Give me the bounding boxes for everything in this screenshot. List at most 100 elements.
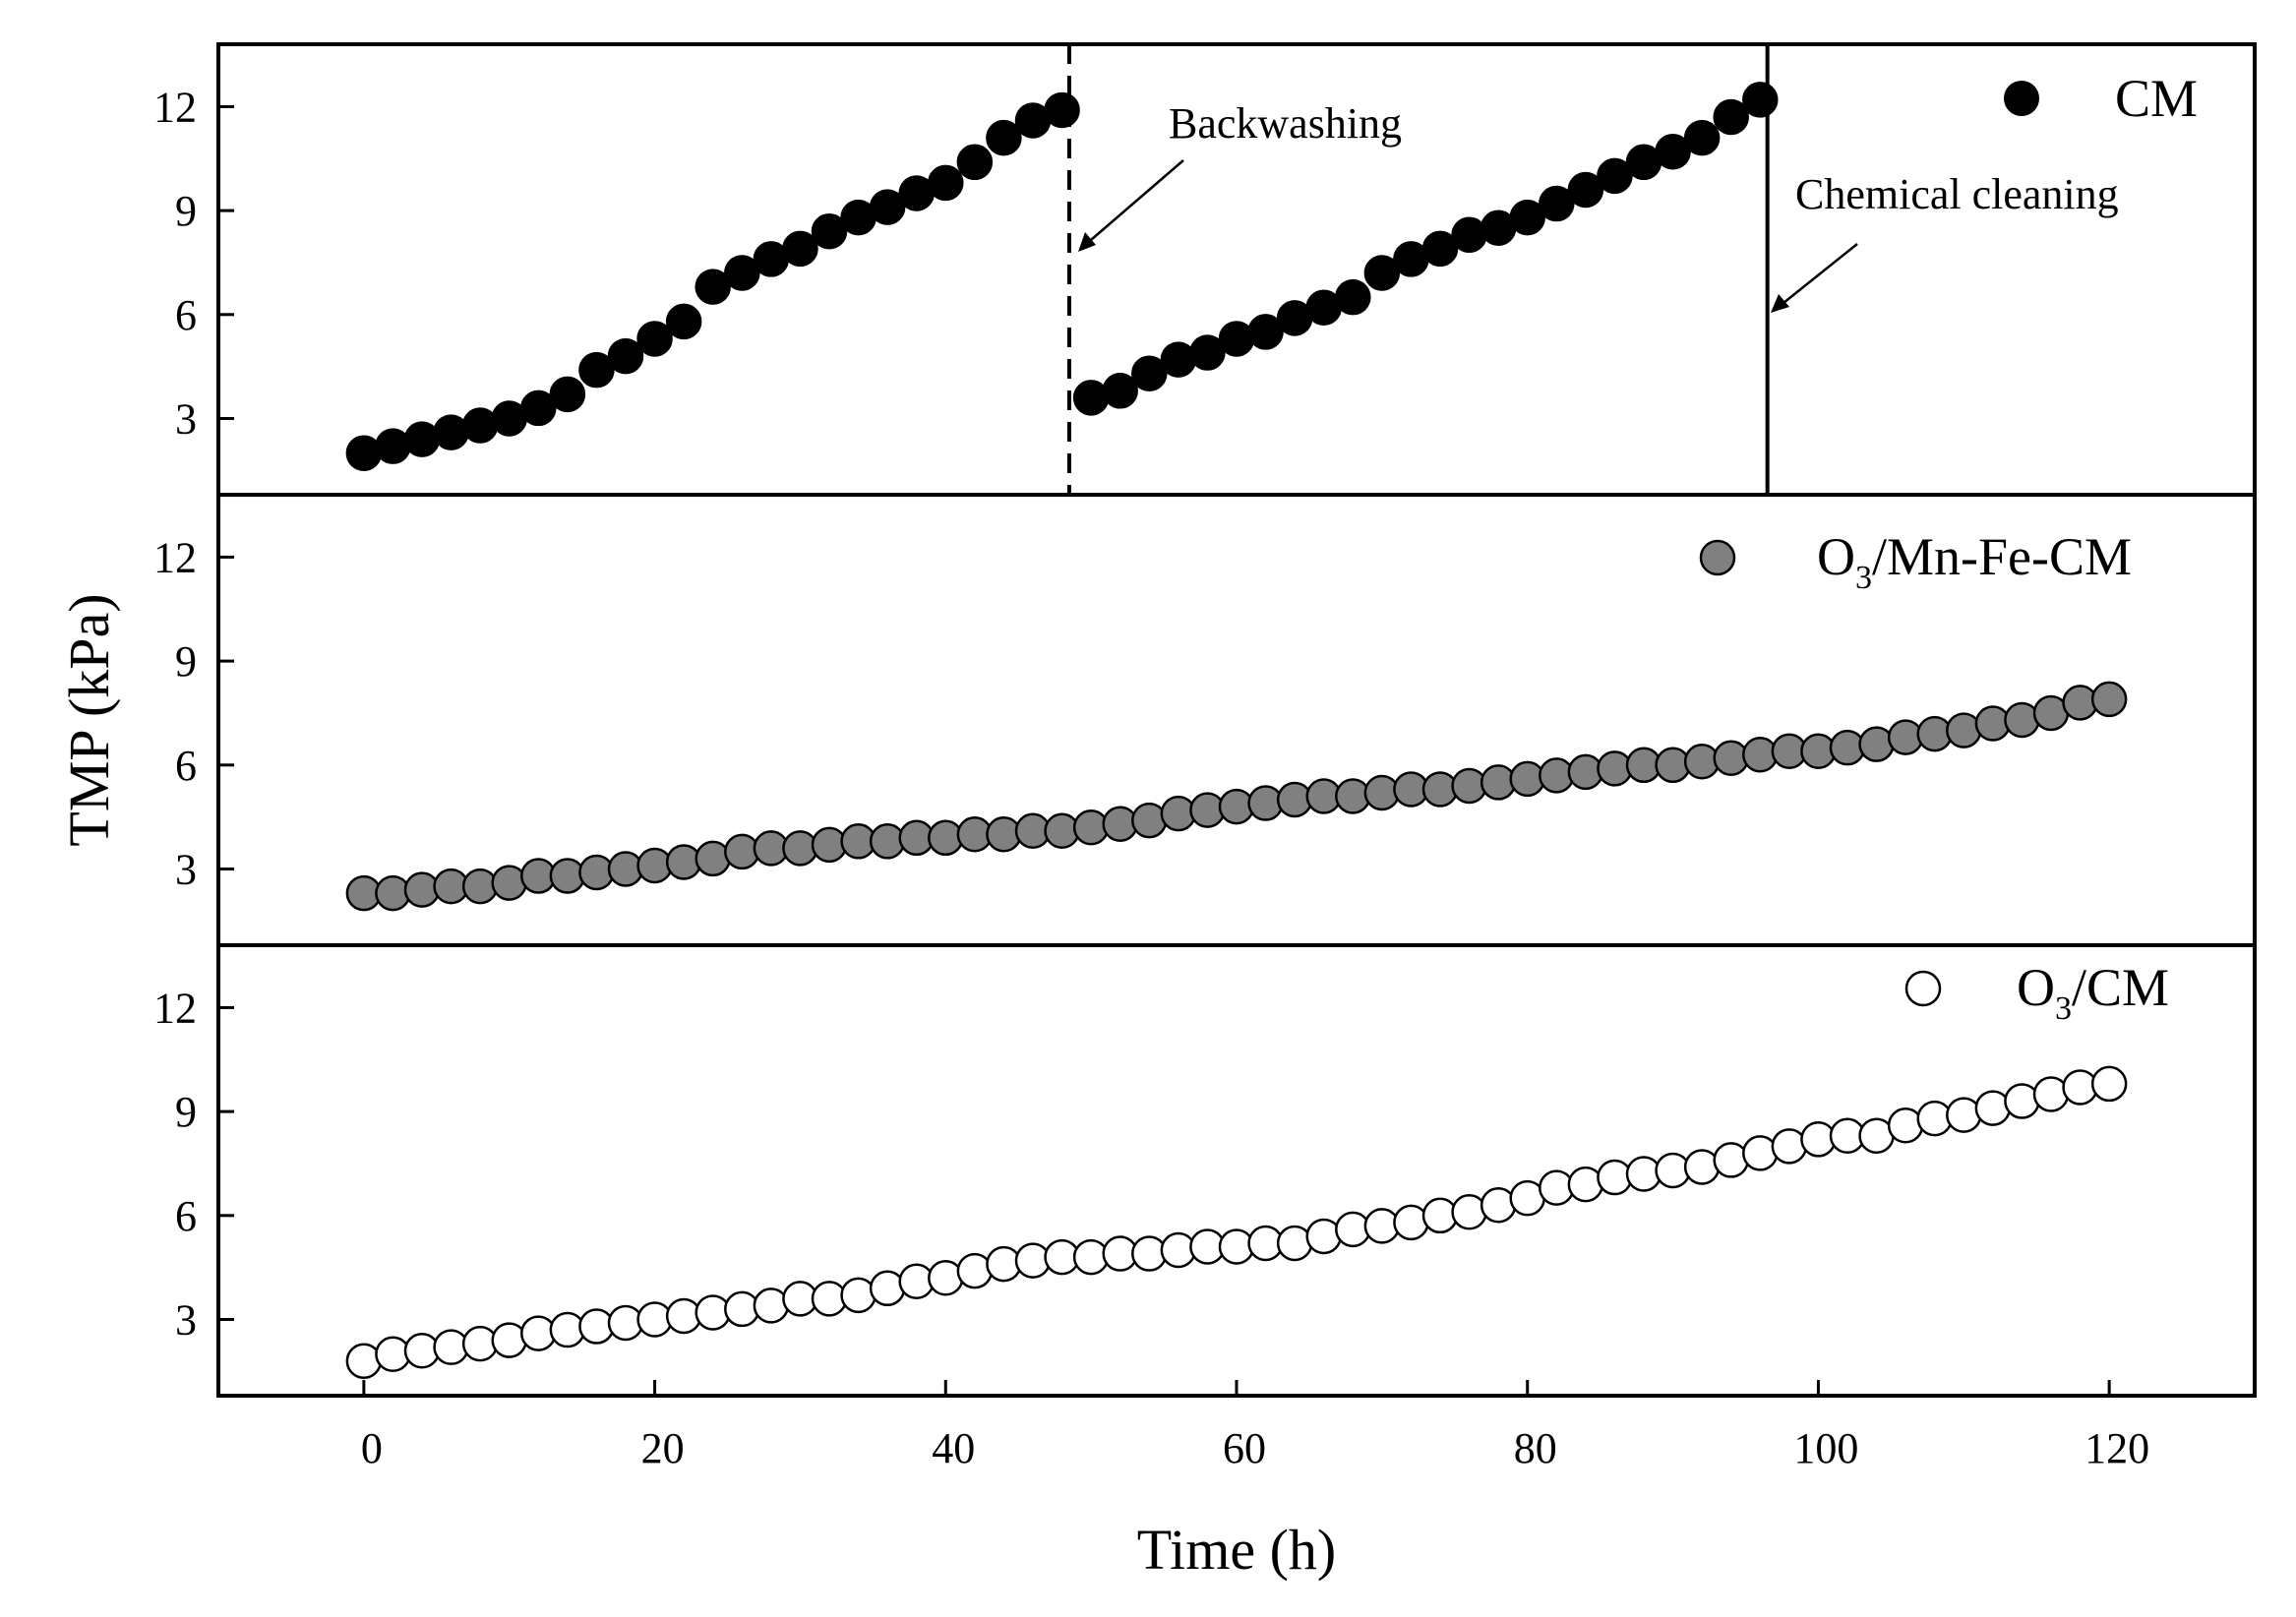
data-point bbox=[491, 865, 527, 901]
data-point bbox=[1567, 171, 1604, 209]
legend-mnfe-marker bbox=[1699, 539, 1736, 576]
y-tick-label: 9 bbox=[175, 187, 197, 235]
data-point bbox=[1421, 230, 1459, 268]
data-point bbox=[1044, 91, 1080, 129]
data-point bbox=[1072, 380, 1110, 416]
data-point bbox=[1335, 278, 1371, 316]
data-point bbox=[1102, 373, 1138, 409]
data-point bbox=[1131, 802, 1168, 839]
data-point bbox=[782, 230, 818, 268]
panel-cm: 3 6 9 12 bbox=[153, 42, 2257, 497]
legend-mnfe-suffix: /Mn-Fe-CM bbox=[1872, 527, 2132, 586]
legend-o3cm-suffix: /CM bbox=[2072, 958, 2169, 1017]
y-tick-label: 9 bbox=[175, 637, 197, 686]
data-point bbox=[636, 321, 673, 357]
data-point bbox=[1509, 199, 1545, 236]
y-tick-label: 6 bbox=[175, 742, 197, 790]
data-point bbox=[1597, 157, 1633, 195]
data-point bbox=[1247, 314, 1284, 350]
data-point bbox=[928, 1259, 964, 1296]
y-tick-label: 12 bbox=[153, 984, 197, 1032]
data-point bbox=[1683, 1149, 1721, 1185]
chemical-cleaning-arrowhead bbox=[1771, 294, 1789, 313]
data-point bbox=[2004, 1083, 2040, 1119]
data-point bbox=[1451, 216, 1487, 254]
data-point bbox=[956, 1252, 994, 1289]
panel-o3cm-points bbox=[345, 1065, 2128, 1380]
data-point bbox=[1946, 712, 1982, 749]
x-tick-label: 100 bbox=[1793, 1424, 1858, 1472]
legend-mnfe-subscript: 3 bbox=[1855, 560, 1872, 596]
x-tick-label: 20 bbox=[641, 1424, 685, 1472]
backwashing-arrowhead bbox=[1078, 232, 1096, 252]
data-point bbox=[665, 303, 702, 340]
data-point bbox=[1974, 1090, 2012, 1126]
data-point bbox=[345, 435, 383, 471]
annotations: Backwashing Chemical cleaning bbox=[1066, 44, 2119, 495]
x-tick-label: 0 bbox=[361, 1424, 383, 1472]
legend-o3cm: O3/CM bbox=[1904, 958, 2169, 1027]
data-point bbox=[840, 1277, 876, 1314]
chemical-cleaning-label: Chemical cleaning bbox=[1795, 170, 2119, 218]
backwashing-arrow bbox=[1083, 159, 1184, 247]
data-point bbox=[1713, 1142, 1749, 1178]
data-point bbox=[869, 1270, 906, 1307]
data-point bbox=[1218, 321, 1255, 357]
data-point bbox=[491, 1322, 527, 1358]
panel-mnfe-y-ticks: 3 6 9 12 bbox=[153, 533, 234, 893]
data-point bbox=[1713, 98, 1749, 136]
data-point bbox=[1946, 1097, 1982, 1133]
data-point bbox=[403, 421, 441, 457]
panel-cm-points bbox=[345, 82, 1779, 471]
data-point bbox=[811, 212, 848, 250]
data-point bbox=[695, 840, 731, 877]
panel-o3cm-y-ticks: 3 6 9 12 bbox=[153, 984, 234, 1344]
data-point bbox=[928, 164, 964, 202]
data-point bbox=[869, 189, 906, 225]
data-point bbox=[578, 351, 615, 389]
data-point bbox=[375, 428, 411, 464]
legend-cm-marker bbox=[2004, 81, 2039, 116]
data-point bbox=[2032, 1076, 2070, 1112]
data-point bbox=[1131, 355, 1168, 391]
data-point bbox=[753, 1288, 790, 1324]
data-point bbox=[1655, 133, 1691, 170]
data-point bbox=[520, 389, 557, 427]
data-point bbox=[1539, 185, 1575, 222]
data-point bbox=[724, 255, 760, 291]
backwashing-label: Backwashing bbox=[1169, 99, 1402, 148]
data-point bbox=[1567, 1166, 1604, 1203]
y-tick-label: 12 bbox=[153, 83, 197, 131]
data-point bbox=[2090, 1065, 2128, 1103]
legend-cm-label: CM bbox=[2115, 69, 2198, 128]
y-tick-label: 3 bbox=[175, 394, 197, 443]
chemical-cleaning-arrow bbox=[1778, 243, 1858, 308]
y-tick-label: 6 bbox=[175, 1192, 197, 1240]
data-point bbox=[1742, 82, 1779, 118]
panel-o3cm: 3 6 9 12 bbox=[153, 943, 2257, 1398]
legend-o3cm-marker bbox=[1904, 970, 1942, 1007]
data-point bbox=[1451, 1194, 1487, 1230]
data-point bbox=[1858, 726, 1895, 762]
y-tick-label: 3 bbox=[175, 845, 197, 893]
legend-mnfe: O3/Mn-Fe-CM bbox=[1699, 527, 2132, 596]
data-point bbox=[1305, 1218, 1342, 1255]
data-point bbox=[433, 414, 469, 450]
y-axis-title: TMP (kPa) bbox=[57, 593, 121, 846]
data-point bbox=[2004, 701, 2040, 739]
data-point bbox=[956, 144, 994, 181]
x-tick-label: 80 bbox=[1514, 1424, 1557, 1472]
data-point bbox=[1393, 1204, 1429, 1241]
data-point bbox=[1160, 341, 1197, 378]
x-axis-title: Time (h) bbox=[1137, 1518, 1337, 1582]
data-point bbox=[607, 337, 644, 375]
data-point bbox=[345, 1343, 383, 1380]
y-tick-label: 3 bbox=[175, 1295, 197, 1344]
legend-o3cm-prefix: O bbox=[2017, 958, 2055, 1017]
data-point bbox=[1363, 255, 1401, 291]
data-point bbox=[695, 269, 731, 305]
x-tick-label: 120 bbox=[2085, 1424, 2149, 1472]
data-point bbox=[1742, 1135, 1779, 1171]
x-tick-label: 40 bbox=[932, 1424, 975, 1472]
